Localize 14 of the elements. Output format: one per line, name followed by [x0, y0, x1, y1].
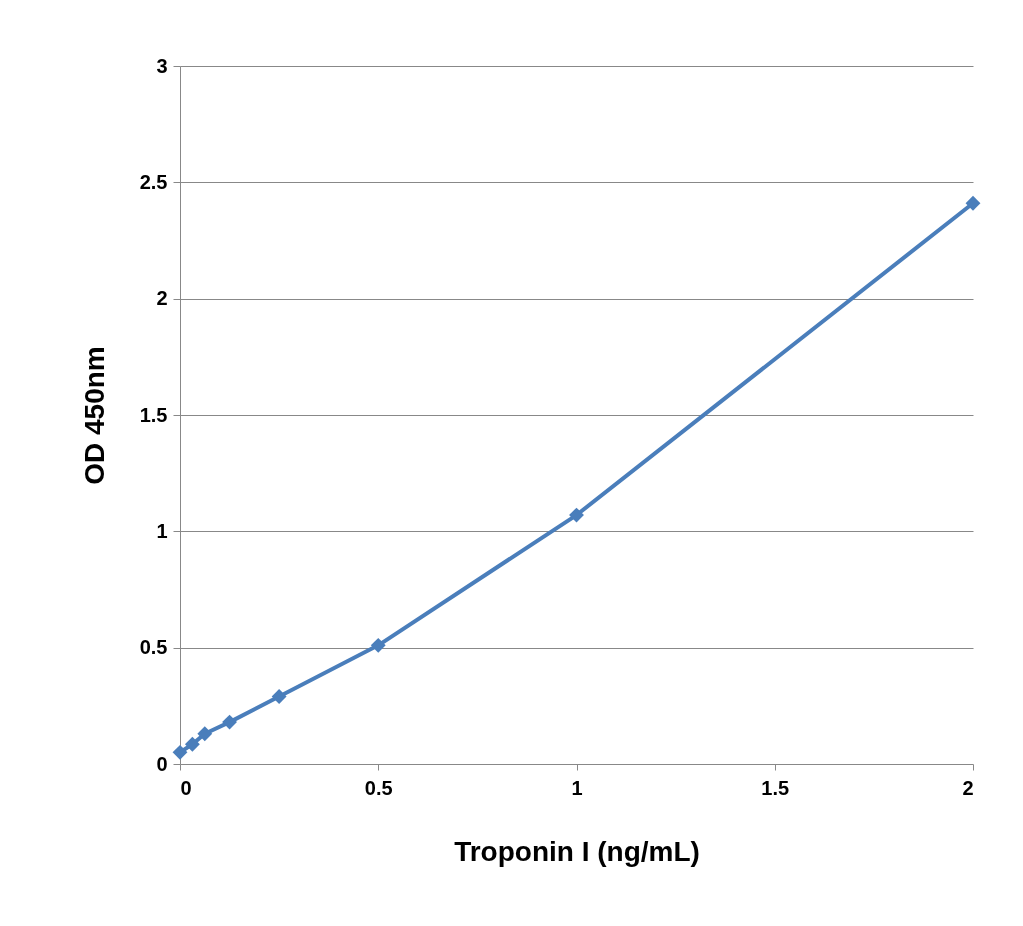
x-tick-label: 0: [180, 776, 192, 799]
y-tick-label: 3: [156, 54, 168, 77]
y-tick-label: 0.5: [139, 636, 168, 659]
y-tick-label: 2: [156, 287, 168, 310]
x-axis-title: Troponin I (ng/mL): [454, 835, 700, 867]
y-tick-label: 1.5: [139, 403, 168, 426]
x-tick-label: 1.5: [761, 776, 790, 799]
x-tick-label: 1: [571, 776, 583, 799]
y-tick-label: 1: [156, 519, 168, 542]
x-tick-label: 2: [962, 776, 974, 799]
x-tick-label: 0.5: [364, 776, 393, 799]
y-tick-label: 2.5: [139, 170, 168, 193]
y-axis-title: OD 450nm: [78, 346, 110, 485]
y-tick-label: 0: [156, 752, 168, 775]
